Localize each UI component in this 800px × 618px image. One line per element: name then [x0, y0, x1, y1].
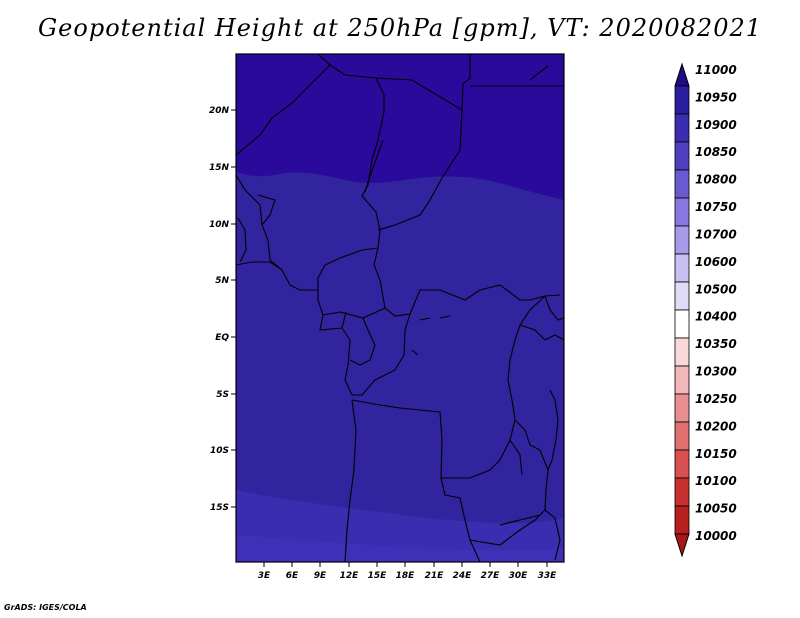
lon-label: 30E — [509, 571, 529, 581]
chart-title: Geopotential Height at 250hPa [gpm], VT:… — [38, 14, 762, 42]
map-frame — [235, 53, 565, 563]
lon-label: 3E — [258, 571, 271, 581]
lat-label: 15S — [210, 503, 229, 513]
colorbar-segment — [674, 337, 690, 367]
colorbar-label: 10500 — [695, 282, 737, 296]
colorbar-segment — [674, 62, 690, 87]
colorbar-segment — [674, 113, 690, 143]
country-borders — [235, 53, 565, 563]
lon-label: 33E — [538, 571, 558, 581]
colorbar-label: 10800 — [695, 173, 737, 187]
field-far-south — [236, 535, 564, 562]
colorbar-segment — [674, 365, 690, 395]
colorbar-segment — [674, 477, 690, 507]
colorbar-segment — [674, 141, 690, 171]
lat-label: 5N — [215, 276, 229, 286]
lat-label: 5S — [216, 390, 229, 400]
lat-label: 15N — [209, 163, 230, 173]
map-panel — [235, 53, 565, 563]
colorbar-label: 11000 — [695, 63, 737, 77]
field-north — [236, 54, 564, 200]
colorbar-segment — [674, 393, 690, 423]
lon-label: 27E — [481, 571, 501, 581]
lon-label: 9E — [314, 571, 327, 581]
grads-credit: GrADS: IGES/COLA — [4, 603, 87, 612]
lat-label: 10N — [209, 220, 230, 230]
latitude-axis: 20N 15N 10N 5N EQ 5S 10S 15S — [209, 106, 236, 513]
lon-label: 18E — [396, 571, 416, 581]
colorbar-label: 10300 — [695, 365, 737, 379]
colorbar-segment — [674, 225, 690, 255]
lat-label: 10S — [210, 446, 229, 456]
colorbar-segment — [674, 309, 690, 339]
lat-label: EQ — [215, 333, 229, 343]
colorbar-segment — [674, 505, 690, 535]
colorbar-segment — [674, 533, 690, 558]
lat-label: 20N — [209, 106, 230, 116]
longitude-axis: 3E 6E 9E 12E 15E 18E 21E 24E 27E 30E 33E — [258, 562, 557, 581]
colorbar-label: 10900 — [695, 118, 737, 132]
colorbar-label: 10150 — [695, 447, 737, 461]
colorbar-segment — [674, 281, 690, 311]
lon-label: 24E — [453, 571, 473, 581]
lon-label: 21E — [425, 571, 445, 581]
colorbar-segment — [674, 253, 690, 283]
colorbar-label: 10700 — [695, 227, 737, 241]
colorbar-label: 10400 — [695, 310, 737, 324]
colorbar-label: 10350 — [695, 337, 737, 351]
colorbar-label: 10100 — [695, 474, 737, 488]
lon-label: 12E — [340, 571, 360, 581]
colorbar-label: 10600 — [695, 255, 737, 269]
colorbar-label: 10750 — [695, 200, 737, 214]
lon-label: 15E — [368, 571, 388, 581]
colorbar: 11000 10950 10900 10850 10800 10750 10700 10600… — [674, 62, 737, 558]
colorbar-segment — [674, 421, 690, 451]
colorbar-label: 10250 — [695, 392, 737, 406]
colorbar-label: 10950 — [695, 90, 737, 104]
colorbar-segment — [674, 169, 690, 199]
colorbar-label: 10050 — [695, 502, 737, 516]
colorbar-segment — [674, 449, 690, 479]
colorbar-segment — [674, 85, 690, 115]
colorbar-segment — [674, 197, 690, 227]
lon-label: 6E — [286, 571, 299, 581]
colorbar-label: 10000 — [695, 529, 737, 543]
colorbar-label: 10850 — [695, 145, 737, 159]
colorbar-label: 10200 — [695, 419, 737, 433]
